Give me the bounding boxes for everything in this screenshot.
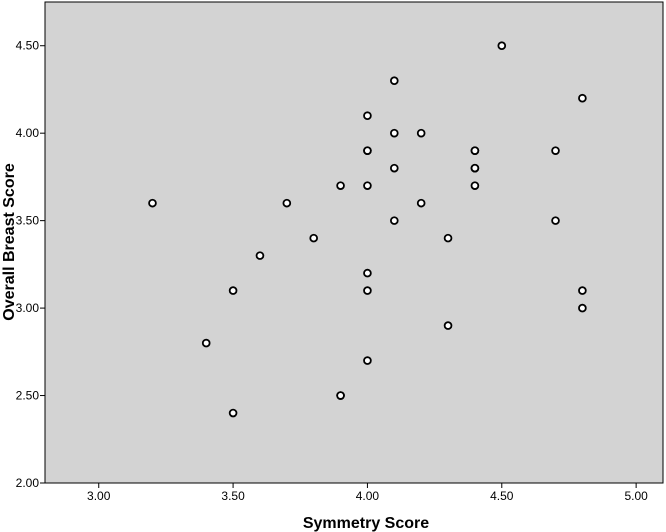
data-point	[201, 338, 211, 348]
data-point	[390, 76, 399, 86]
data-point	[309, 233, 318, 243]
data-point	[336, 391, 345, 400]
data-point	[148, 198, 157, 208]
y-tick-label: 4.00	[16, 126, 40, 140]
data-point	[416, 198, 426, 208]
data-point	[363, 268, 372, 278]
data-point	[228, 408, 238, 418]
plot-area	[44, 1, 664, 484]
data-point	[443, 321, 453, 330]
data-point	[578, 286, 587, 295]
data-point	[336, 181, 345, 190]
data-point	[363, 146, 372, 155]
data-point	[578, 303, 587, 313]
data-point	[390, 216, 399, 225]
data-point	[443, 233, 453, 243]
data-point	[228, 286, 238, 295]
x-tick-label: 4.50	[490, 489, 514, 503]
data-point	[390, 163, 399, 173]
data-point	[497, 41, 507, 51]
data-point	[470, 181, 480, 190]
data-point	[363, 286, 372, 295]
data-point	[470, 163, 480, 173]
data-point	[363, 356, 372, 365]
y-tick-label: 4.50	[16, 39, 40, 53]
y-tick-label: 2.00	[16, 476, 40, 490]
y-axis: 2.00 2.50 3.00 3.50 4.00 4.50	[16, 39, 45, 490]
data-point	[363, 111, 372, 120]
y-tick-label: 3.50	[16, 214, 40, 228]
x-tick-label: 4.00	[356, 489, 380, 503]
y-tick-label: 2.50	[16, 389, 40, 403]
data-point	[416, 128, 426, 138]
x-axis: 3.00 3.50 4.00 4.50 5.00	[87, 483, 648, 503]
x-axis-title: Symmetry Score	[303, 515, 429, 532]
y-axis-title: Overall Breast Score	[1, 163, 18, 321]
data-points	[148, 41, 587, 418]
data-point	[470, 146, 480, 155]
x-tick-label: 5.00	[624, 489, 648, 503]
data-point	[255, 251, 265, 260]
y-tick-label: 3.00	[16, 301, 40, 315]
data-point	[363, 181, 372, 190]
data-point	[551, 146, 560, 155]
data-point	[390, 128, 399, 138]
x-tick-label: 3.50	[221, 489, 245, 503]
data-point	[578, 93, 587, 103]
data-point	[282, 198, 292, 208]
x-tick-label: 3.00	[87, 489, 111, 503]
data-point	[551, 216, 560, 225]
